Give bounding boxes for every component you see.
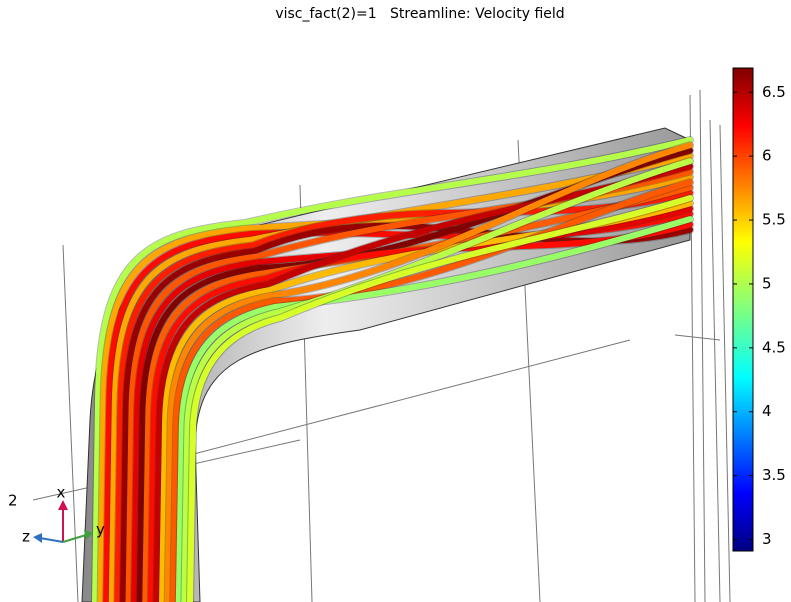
triad-label: y bbox=[96, 521, 105, 539]
colorbar-tick-label: 5 bbox=[762, 274, 772, 292]
colorbar-tick-label: 6 bbox=[762, 147, 772, 165]
colorbar bbox=[733, 68, 753, 551]
colorbar-tick-label: 3.5 bbox=[762, 466, 786, 484]
colorbar-tick-label: 3 bbox=[762, 530, 772, 548]
triad-label: z bbox=[22, 528, 30, 546]
axis-label: 2 bbox=[8, 492, 18, 510]
chart: visc_fact(2)=1 Streamline: Velocity fiel… bbox=[0, 0, 791, 602]
chart-title: visc_fact(2)=1 Streamline: Velocity fiel… bbox=[275, 6, 564, 22]
colorbar-tick-label: 6.5 bbox=[762, 83, 786, 101]
triad-label: x bbox=[57, 484, 66, 502]
colorbar-tick-label: 5.5 bbox=[762, 211, 786, 229]
colorbar-tick-label: 4 bbox=[762, 402, 772, 420]
colorbar-tick-label: 4.5 bbox=[762, 338, 786, 356]
